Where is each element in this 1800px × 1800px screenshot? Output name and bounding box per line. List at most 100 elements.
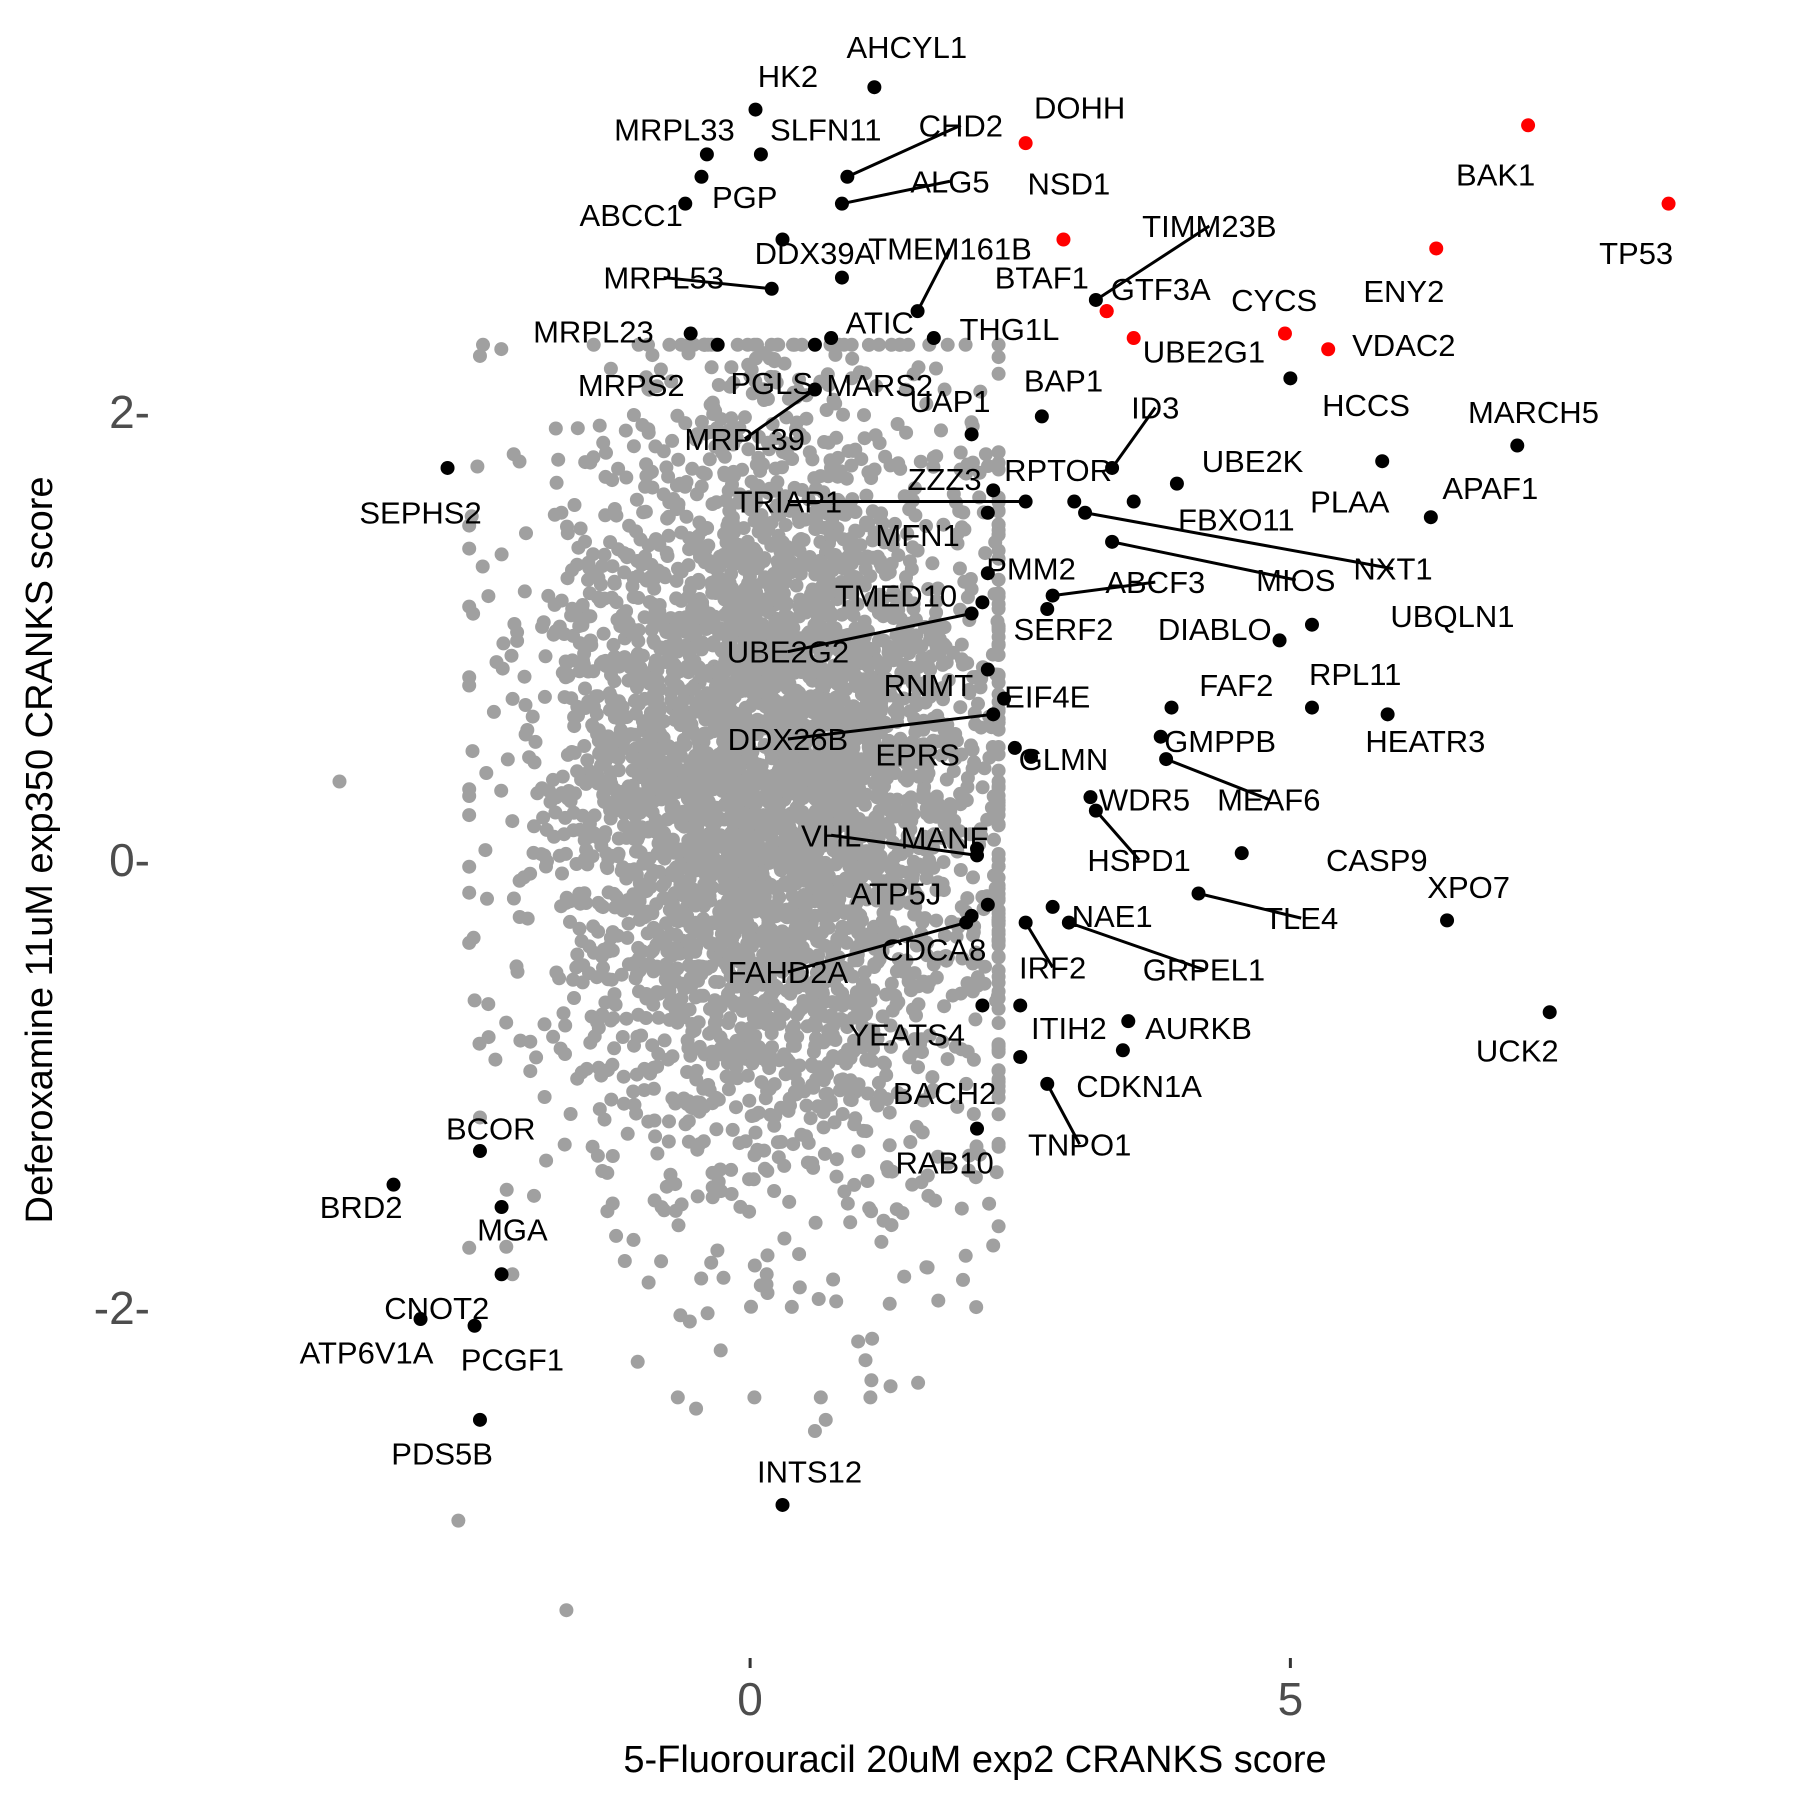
label-tnpo1: TNPO1 — [1028, 1127, 1131, 1162]
background-point — [582, 966, 596, 981]
background-point — [991, 350, 1006, 365]
background-point — [890, 417, 905, 431]
background-point — [559, 890, 574, 905]
background-point — [664, 801, 679, 816]
background-point — [747, 1258, 762, 1273]
background-point — [929, 361, 943, 376]
background-point — [844, 458, 859, 473]
background-point — [945, 988, 960, 1003]
background-point — [781, 553, 796, 568]
background-point — [778, 518, 793, 532]
point-plaa — [1375, 454, 1390, 469]
background-point — [960, 590, 975, 605]
background-point — [952, 504, 967, 518]
background-point — [724, 566, 739, 581]
background-point — [710, 1243, 725, 1258]
background-point — [764, 337, 779, 352]
label-mfn1: MFN1 — [875, 518, 959, 553]
background-point — [724, 1071, 739, 1086]
background-point — [787, 1027, 802, 1042]
background-point — [603, 1013, 618, 1028]
background-point — [717, 924, 732, 939]
background-point — [793, 692, 808, 707]
label-eif4e: EIF4E — [1004, 679, 1090, 714]
label-abcc1: ABCC1 — [580, 198, 683, 233]
background-point — [840, 550, 855, 565]
background-point — [909, 628, 924, 643]
background-point — [732, 1136, 747, 1151]
background-point — [671, 762, 686, 777]
background-point — [823, 1094, 838, 1109]
background-point — [857, 408, 871, 423]
background-point — [964, 738, 978, 753]
background-point — [735, 907, 750, 922]
background-point — [929, 594, 944, 609]
background-point — [689, 696, 704, 711]
background-point — [557, 1137, 572, 1152]
background-point — [451, 1513, 466, 1528]
label-bak1: BAK1 — [1456, 158, 1535, 193]
background-point — [586, 337, 601, 352]
background-point — [658, 972, 673, 987]
background-point — [658, 621, 673, 636]
background-point — [689, 1401, 704, 1416]
background-point — [567, 991, 581, 1005]
background-point — [601, 885, 616, 900]
background-point — [854, 452, 869, 467]
background-point — [644, 557, 659, 572]
background-point — [823, 621, 838, 636]
background-point — [627, 1097, 642, 1112]
background-point — [720, 794, 735, 809]
label-grpel1: GRPEL1 — [1143, 953, 1265, 988]
background-point — [611, 831, 626, 846]
background-point — [788, 853, 803, 868]
label-plaa: PLAA — [1310, 485, 1390, 520]
background-point — [682, 542, 697, 557]
background-point — [783, 933, 797, 948]
background-point — [762, 795, 776, 810]
background-point — [851, 925, 865, 940]
background-point — [884, 976, 899, 991]
background-point — [987, 587, 1002, 602]
background-point — [693, 544, 708, 559]
y-tick-label: 2- — [109, 386, 150, 438]
point-hk2 — [748, 102, 763, 117]
background-point — [639, 987, 654, 1001]
background-point — [489, 655, 504, 670]
background-point — [578, 681, 592, 696]
background-point — [662, 495, 677, 510]
background-point — [761, 881, 776, 896]
label-casp9: CASP9 — [1326, 843, 1428, 878]
y-axis-ticks: 2- 0- -2- — [94, 386, 150, 1334]
background-point — [462, 789, 477, 803]
background-point — [578, 455, 593, 470]
background-point — [606, 733, 621, 748]
background-point — [536, 810, 551, 825]
background-point — [639, 457, 654, 472]
label-glmn: GLMN — [1019, 742, 1109, 777]
background-point — [745, 386, 760, 401]
background-point — [622, 653, 637, 668]
background-point — [931, 1293, 946, 1308]
background-point — [462, 599, 477, 614]
point-bak1 — [1521, 118, 1536, 133]
background-point — [510, 625, 525, 640]
background-point — [563, 914, 577, 929]
label-chd2: CHD2 — [919, 108, 1003, 143]
background-point — [722, 600, 737, 615]
background-point — [526, 819, 541, 834]
background-point — [771, 850, 786, 865]
background-point — [603, 811, 618, 826]
point-thg1l — [926, 331, 941, 346]
point-rab10 — [970, 1121, 985, 1136]
background-point — [721, 1082, 736, 1097]
background-point — [772, 1016, 787, 1031]
background-point — [758, 1091, 773, 1106]
background-point — [901, 974, 916, 989]
background-point — [723, 1011, 738, 1026]
background-point — [821, 920, 836, 935]
background-point — [758, 1002, 773, 1017]
background-point — [954, 1201, 969, 1216]
background-point — [905, 540, 920, 555]
label-heatr3: HEATR3 — [1365, 724, 1485, 759]
